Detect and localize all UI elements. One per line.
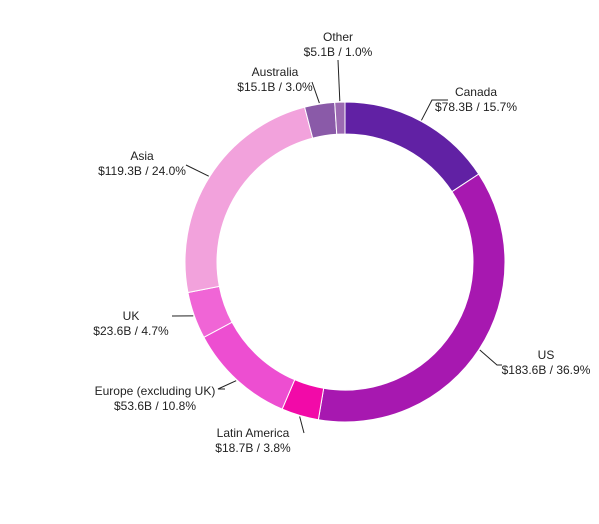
label-name-other: Other xyxy=(323,30,353,44)
slices-layer xyxy=(184,101,506,423)
label-value-canada: $78.3B / 15.7% xyxy=(435,100,517,114)
leader-line-other xyxy=(337,59,341,102)
label-name-uk: UK xyxy=(123,309,140,323)
label-value-asia: $119.3B / 24.0% xyxy=(98,164,186,178)
leader-line-asia xyxy=(185,164,209,177)
label-value-uk: $23.6B / 4.7% xyxy=(93,324,169,338)
slice-us[interactable] xyxy=(317,173,506,423)
leader-lines-layer xyxy=(171,59,502,434)
label-value-europe-excluding-uk: $53.6B / 10.8% xyxy=(114,399,196,413)
leader-line-canada xyxy=(420,99,448,121)
label-value-other: $5.1B / 1.0% xyxy=(304,45,373,59)
label-name-latin-america: Latin America xyxy=(217,426,290,440)
label-value-us: $183.6B / 36.9% xyxy=(502,363,591,377)
labels-layer: Canada$78.3B / 15.7% US$183.6B / 36.9% Lat… xyxy=(93,30,590,455)
slice-canada[interactable] xyxy=(344,101,480,193)
leader-line-europe-excluding-uk xyxy=(217,380,237,390)
leader-line-us xyxy=(479,349,502,366)
label-name-canada: Canada xyxy=(455,85,497,99)
label-name-europe-excluding-uk: Europe (excluding UK) xyxy=(95,384,216,398)
label-name-us: US xyxy=(538,348,555,362)
label-name-asia: Asia xyxy=(130,149,154,163)
slice-asia[interactable] xyxy=(184,106,314,294)
leader-line-latin-america xyxy=(299,416,305,434)
slice-europe-excluding-uk[interactable] xyxy=(203,321,296,410)
slice-other[interactable] xyxy=(334,101,346,135)
label-value-australia: $15.1B / 3.0% xyxy=(237,80,313,94)
label-value-latin-america: $18.7B / 3.8% xyxy=(215,441,291,455)
leader-line-australia xyxy=(311,81,320,104)
label-name-australia: Australia xyxy=(252,65,299,79)
